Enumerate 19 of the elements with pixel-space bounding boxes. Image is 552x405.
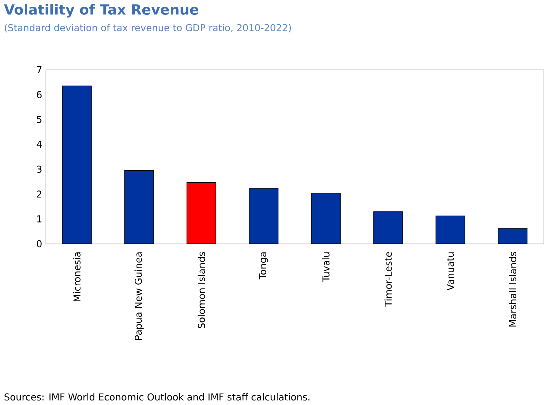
x-tick-label: Solomon Islands: [198, 252, 206, 328]
x-tick-label: Tuvalu: [322, 252, 330, 282]
y-tick-label: 7: [37, 66, 42, 74]
source-note: Sources: IMF World Economic Outlook and IMF staff calculations.: [4, 393, 310, 401]
y-tick-label: 6: [37, 91, 42, 98]
chart-title: Volatility of Tax Revenue: [4, 4, 199, 18]
y-tick-label: 5: [37, 116, 42, 124]
x-tick-label: Micronesia: [73, 252, 81, 302]
x-tick-label: Tonga: [259, 252, 268, 280]
x-tick-label: Marshall Islands: [509, 252, 517, 327]
chart-subtitle: (Standard deviation of tax revenue to GDP ratio, 2010-2022): [5, 24, 292, 33]
y-tick-label: 4: [36, 141, 42, 148]
y-tick-label: 2: [37, 190, 42, 198]
y-tick-label: 0: [37, 240, 42, 248]
x-tick-label: Vanuatu: [447, 252, 454, 291]
x-tick-label: Timor-Leste: [384, 252, 392, 308]
y-tick-label: 1: [38, 216, 42, 223]
y-tick-label: 3: [37, 166, 42, 174]
x-tick-label: Papua New Guinea: [134, 252, 144, 340]
